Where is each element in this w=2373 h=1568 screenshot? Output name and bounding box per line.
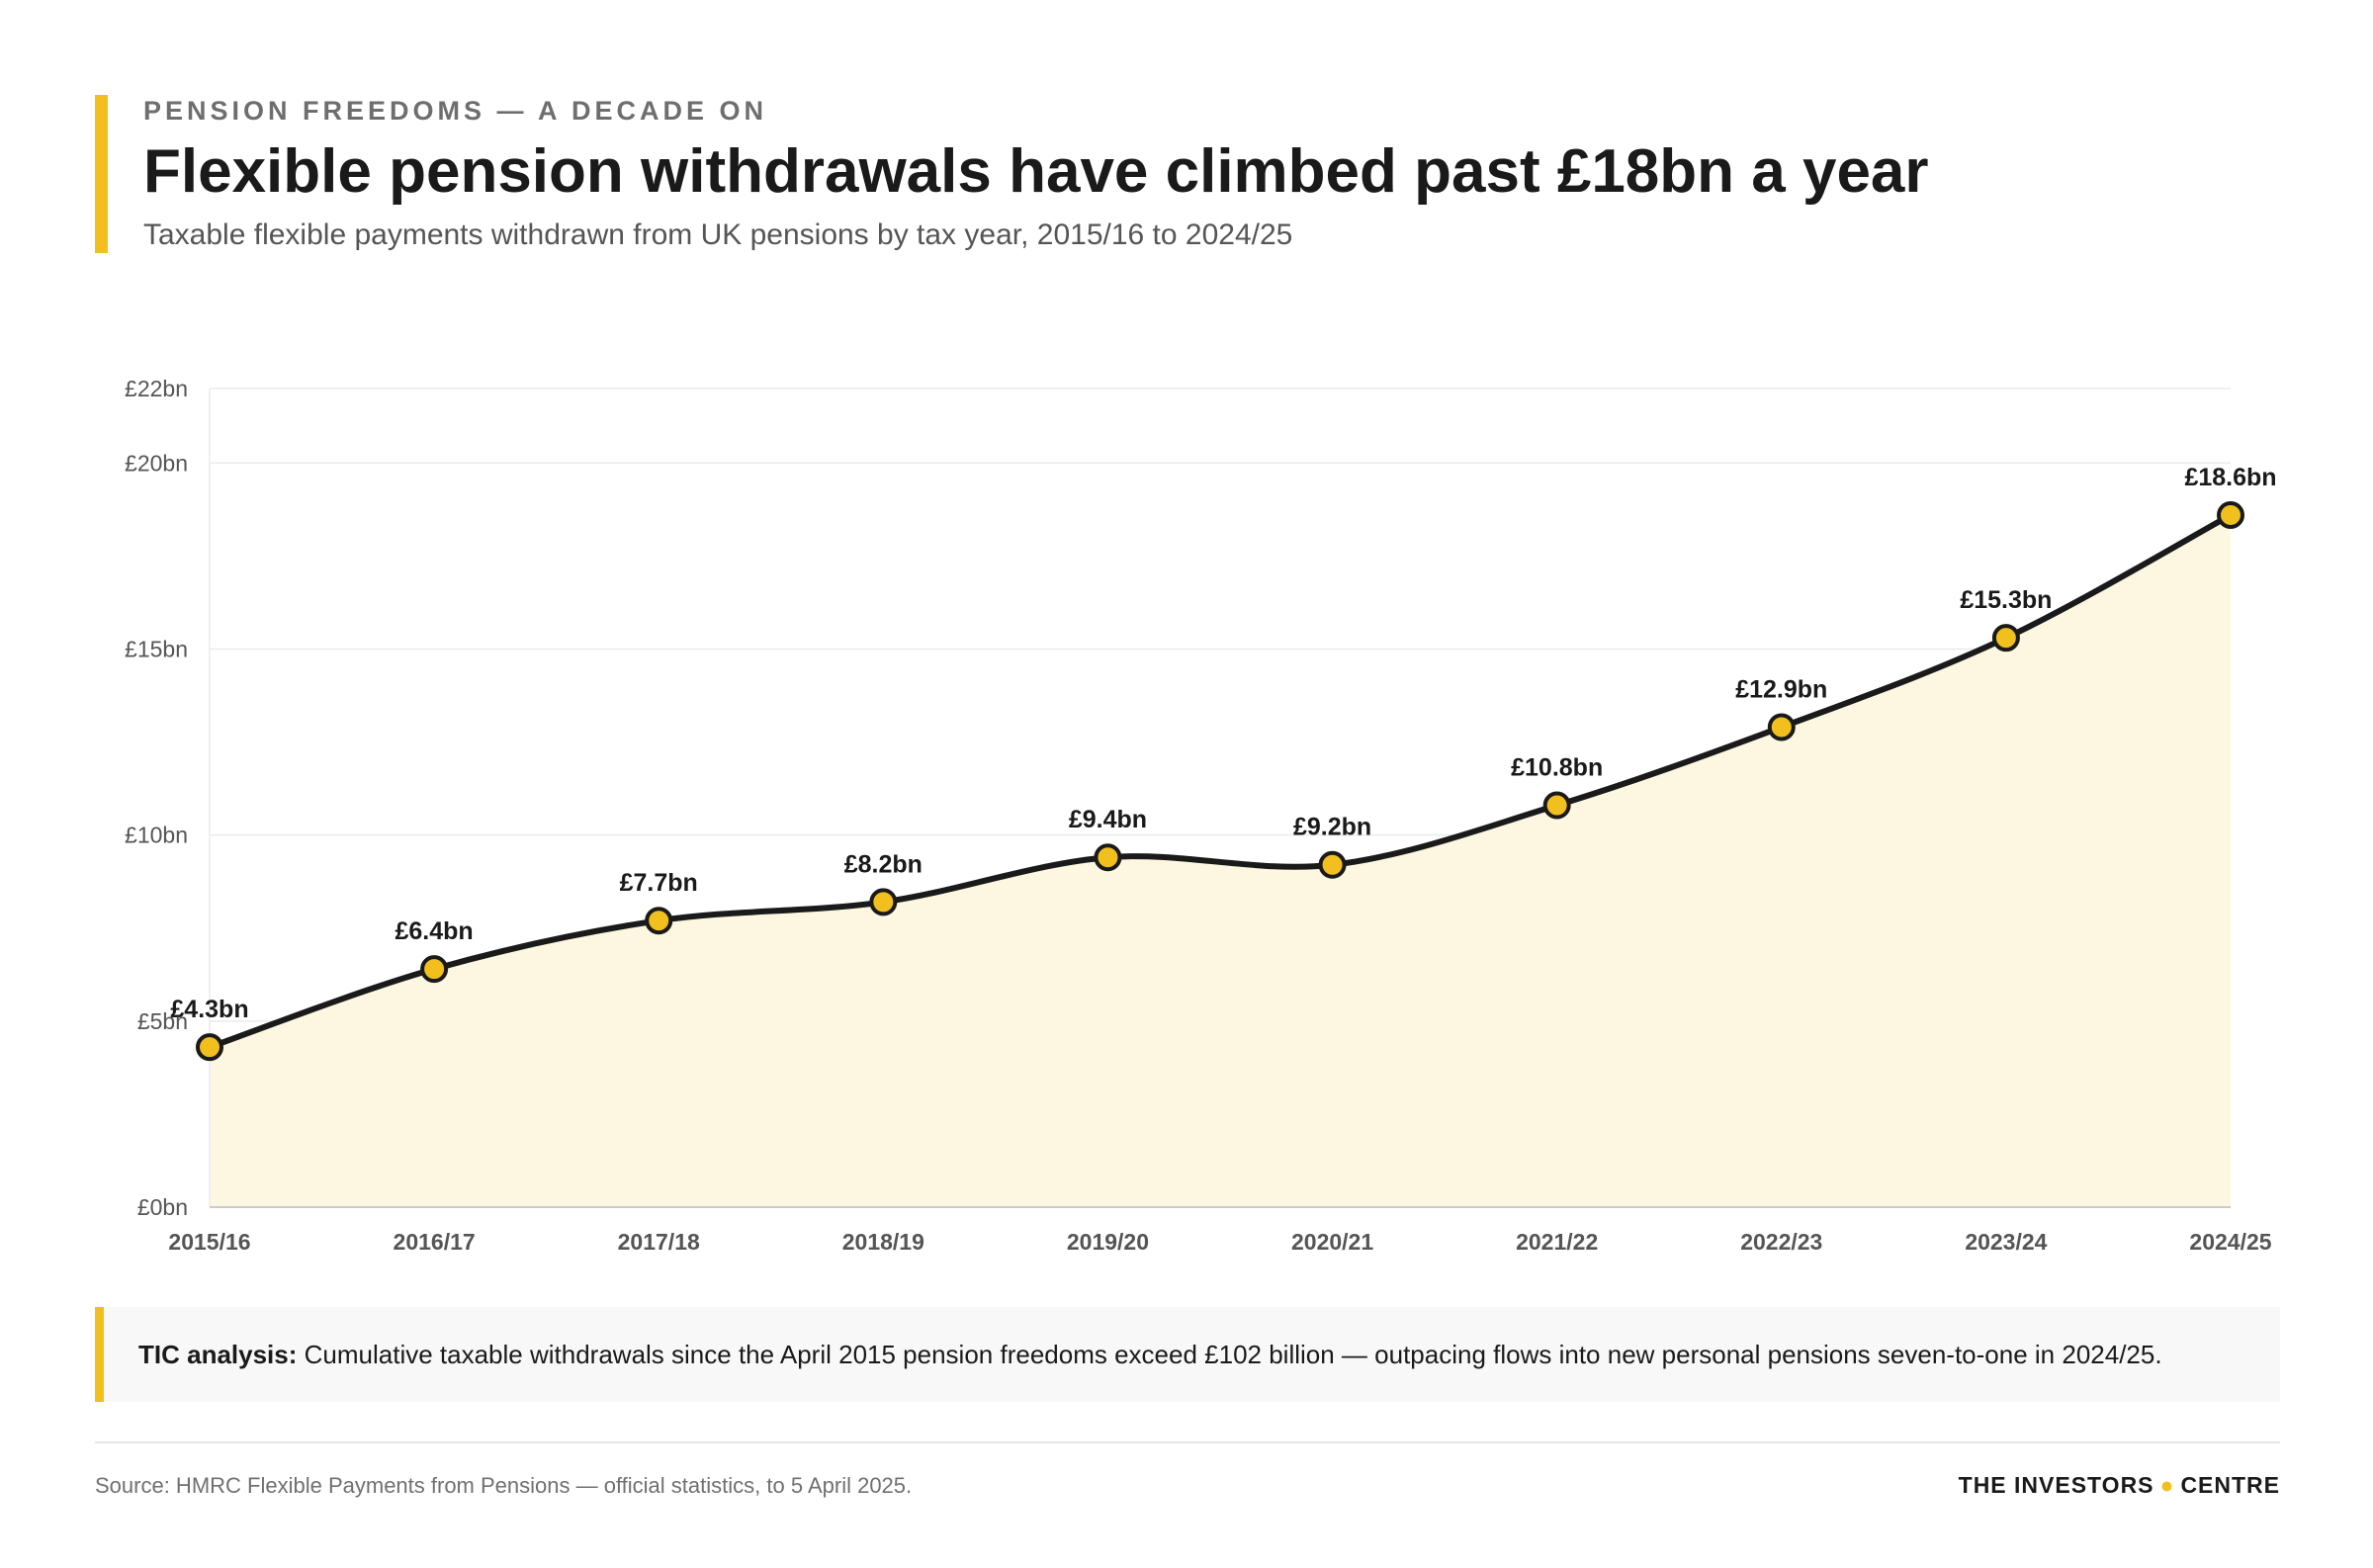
data-point xyxy=(1991,624,2020,653)
x-tick-label: 2024/25 xyxy=(2189,1229,2271,1255)
x-tick-label: 2019/20 xyxy=(1067,1229,1149,1255)
x-tick-label: 2016/17 xyxy=(394,1229,476,1255)
chart-title: Flexible pension withdrawals have climbe… xyxy=(143,137,1929,206)
analysis-callout: TIC analysis: Cumulative taxable withdra… xyxy=(95,1307,2280,1402)
data-point xyxy=(2217,500,2244,529)
callout-text: TIC analysis: Cumulative taxable withdra… xyxy=(138,1307,2162,1402)
data-point xyxy=(869,888,898,916)
data-point xyxy=(1094,843,1122,872)
data-label: £9.2bn xyxy=(1293,814,1371,841)
y-tick-labels: £0bn £5bn £10bn £15bn £20bn £22bn xyxy=(125,376,188,1220)
axes xyxy=(209,389,2231,1208)
area-fill xyxy=(210,514,2231,1207)
brand-logo: THE INVESTORS ● CENTRE xyxy=(1959,1471,2280,1499)
y-tick-label: £5bn xyxy=(137,1008,188,1034)
brand-dot-icon: ● xyxy=(2159,1472,2175,1498)
x-tick-label: 2021/22 xyxy=(1516,1229,1598,1255)
callout-label: TIC analysis: xyxy=(138,1340,298,1369)
data-label: £10.8bn xyxy=(1511,754,1603,782)
brand-name-left: THE INVESTORS xyxy=(1958,1472,2154,1498)
footer-divider xyxy=(95,1441,2280,1443)
x-tick-labels: 2015/16 2016/17 2017/18 2018/19 2019/20 2020/… xyxy=(168,1229,2271,1255)
series-path xyxy=(207,511,2234,1051)
data-label: £8.2bn xyxy=(844,850,923,878)
data-label: £18.6bn xyxy=(2184,464,2276,491)
data-label: £4.3bn xyxy=(170,996,248,1023)
data-label: £7.7bn xyxy=(620,869,698,897)
source-note: Source: HMRC Flexible Payments from Pens… xyxy=(95,1473,913,1498)
y-tick-label: £10bn xyxy=(125,823,188,848)
data-point xyxy=(1767,713,1796,741)
data-label: £9.4bn xyxy=(1069,806,1147,833)
data-label: £6.4bn xyxy=(396,917,474,945)
y-tick-label: £20bn xyxy=(125,450,188,476)
callout-accent-bar xyxy=(95,1307,104,1402)
data-label: £12.9bn xyxy=(1735,675,1827,703)
x-tick-label: 2015/16 xyxy=(168,1229,250,1255)
brand-name-right: CENTRE xyxy=(2180,1472,2280,1498)
data-point xyxy=(645,907,673,935)
y-tick-label: £22bn xyxy=(125,376,188,401)
accent-bar xyxy=(95,95,108,253)
chart-header: PENSION FREEDOMS — A DECADE ON Flexible … xyxy=(95,95,2270,253)
data-point xyxy=(1318,850,1347,879)
data-point xyxy=(1542,791,1571,820)
y-tick-label: £0bn xyxy=(137,1194,188,1220)
chart-subtitle: Taxable flexible payments withdrawn from… xyxy=(143,218,1293,251)
y-tick-label: £15bn xyxy=(125,636,188,661)
x-tick-label: 2022/23 xyxy=(1740,1229,1822,1255)
data-points xyxy=(196,500,2244,1062)
x-tick-label: 2018/19 xyxy=(842,1229,924,1255)
data-point xyxy=(420,955,449,984)
area-shape xyxy=(210,514,2231,1207)
eyebrow-label: PENSION FREEDOMS — A DECADE ON xyxy=(143,96,768,126)
callout-body: Cumulative taxable withdrawals since the… xyxy=(304,1340,2162,1369)
line-chart: £4.3bn £6.4bn £7.7bn £8.2bn £9.4bn £9.2bn £10.… xyxy=(125,376,2277,1255)
x-tick-label: 2023/24 xyxy=(1965,1229,2047,1255)
x-tick-label: 2017/18 xyxy=(618,1229,700,1255)
series-line xyxy=(207,511,2234,1051)
data-point xyxy=(196,1033,223,1062)
data-labels: £4.3bn £6.4bn £7.7bn £8.2bn £9.4bn £9.2bn £10.… xyxy=(170,464,2276,1023)
x-tick-label: 2020/21 xyxy=(1291,1229,1373,1255)
data-label: £15.3bn xyxy=(1960,586,2052,614)
